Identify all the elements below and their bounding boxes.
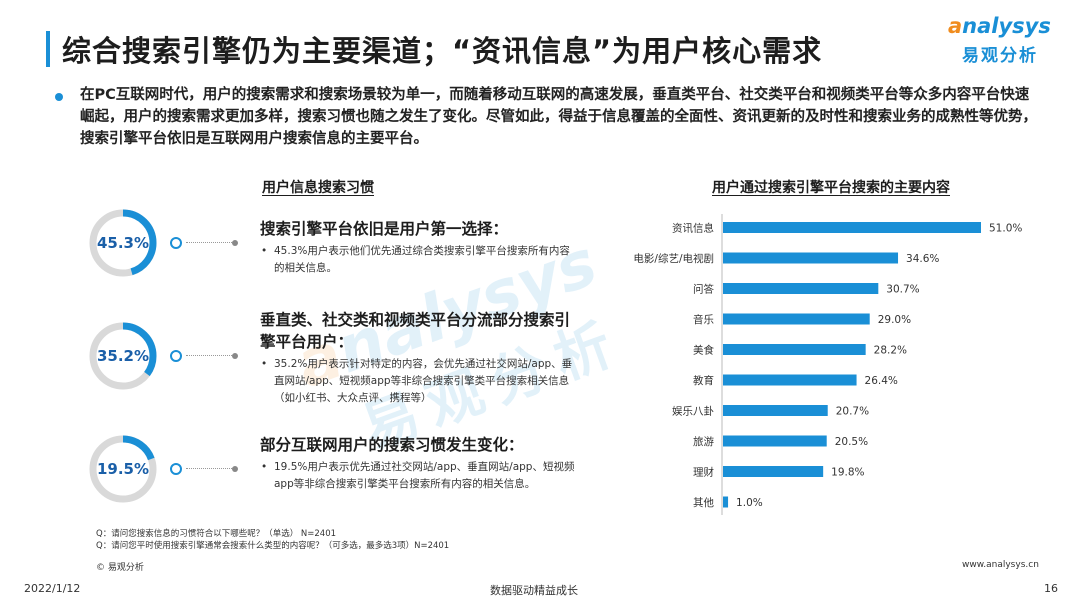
connector-end-dot <box>232 466 238 472</box>
page-number: 16 <box>1044 582 1058 595</box>
website-link[interactable]: www.analysys.cn <box>962 560 1039 570</box>
intro-bullet-icon <box>55 93 63 101</box>
bar <box>723 313 870 325</box>
value-label: 26.4% <box>865 375 898 387</box>
bar <box>723 374 857 386</box>
brand-logo: analysys 易观分析 <box>948 14 1058 70</box>
habit-item-heading: 垂直类、社交类和视频类平台分流部分搜索引擎平台用户： <box>260 311 571 351</box>
value-label: 51.0% <box>989 223 1022 235</box>
bar <box>723 222 981 233</box>
connector <box>170 350 242 362</box>
ring-progress <box>89 322 157 390</box>
bar <box>723 435 827 447</box>
habit-item-heading: 搜索引擎平台依旧是用户第一选择： <box>260 220 509 238</box>
copyright: © 易观分析 <box>96 563 144 573</box>
title-accent-bar <box>46 31 50 67</box>
category-label: 问答 <box>693 283 714 296</box>
content-bar-chart: 资讯信息 51.0% 电影/综艺/电视剧 34.6% 问答 30.7% 音乐 29.0% 美食 2… <box>633 214 1022 515</box>
ring-percent-label: 19.5% <box>96 460 150 478</box>
ring-percent-label: 45.3% <box>96 234 150 252</box>
category-label: 资讯信息 <box>672 222 714 235</box>
connector-circle-icon <box>170 237 182 249</box>
connector-dotted-line <box>186 355 234 356</box>
left-section-title: 用户信息搜索习惯 <box>262 180 374 196</box>
connector-circle-icon <box>170 463 182 475</box>
value-label: 34.6% <box>906 253 939 265</box>
bar <box>723 344 866 355</box>
category-label: 娱乐八卦 <box>672 405 714 418</box>
survey-notes: Q：请问您搜索信息的习惯符合以下哪些呢？（单选） N=2401 Q：请问您平时使… <box>96 528 449 552</box>
bar <box>723 496 729 508</box>
habit-item-detail: 45.3%用户表示他们优先通过综合类搜索引擎平台搜索所有内容的相关信息。 <box>260 243 578 277</box>
value-label: 29.0% <box>878 314 911 326</box>
footer-date: 2022/1/12 <box>24 582 81 595</box>
footer-slogan: 数据驱动精益成长 <box>490 584 578 597</box>
category-label: 音乐 <box>693 313 714 326</box>
category-label: 电影/综艺/电视剧 <box>633 252 714 265</box>
bar <box>723 405 828 416</box>
ring-gauge: 45.3% <box>88 208 158 278</box>
ring-progress <box>89 435 157 503</box>
survey-note: Q：请问您搜索信息的习惯符合以下哪些呢？（单选） N=2401 <box>96 529 337 539</box>
ring-progress <box>89 209 157 277</box>
connector-end-dot <box>232 353 238 359</box>
habit-item: 搜索引擎平台依旧是用户第一选择： 45.3%用户表示他们优先通过综合类搜索引擎平… <box>260 218 578 277</box>
connector-dotted-line <box>186 468 234 469</box>
page-title: 综合搜索引擎仍为主要渠道；“资讯信息”为用户核心需求 <box>62 34 823 68</box>
habit-item-detail: 19.5%用户表示优先通过社交网站/app、垂直网站/app、短视频app等非综… <box>260 459 578 493</box>
chart-title: 用户通过搜索引擎平台搜索的主要内容 <box>712 180 950 196</box>
bar <box>723 252 899 264</box>
category-label: 教育 <box>693 374 714 387</box>
value-label: 20.5% <box>835 436 868 448</box>
ring-percent-label: 35.2% <box>96 347 150 365</box>
habit-item: 垂直类、社交类和视频类平台分流部分搜索引擎平台用户： 35.2%用户表示针对特定… <box>260 309 578 407</box>
connector <box>170 463 242 475</box>
ring-gauge: 19.5% <box>88 434 158 504</box>
category-label: 美食 <box>693 344 714 357</box>
habit-item-detail: 35.2%用户表示针对特定的内容，会优先通过社交网站/app、垂直网站/app、… <box>260 356 578 407</box>
value-label: 28.2% <box>874 345 907 357</box>
bar <box>723 283 879 294</box>
habit-item-heading: 部分互联网用户的搜索习惯发生变化： <box>260 436 524 454</box>
bar <box>723 466 824 477</box>
value-label: 20.7% <box>836 406 869 418</box>
intro-paragraph: 在PC互联网时代，用户的搜索需求和搜索场景较为单一，而随着移动互联网的高速发展，… <box>80 87 1037 147</box>
connector <box>170 237 242 249</box>
ring-gauge: 35.2% <box>88 321 158 391</box>
connector-circle-icon <box>170 350 182 362</box>
logo-chinese: 易观分析 <box>962 46 1038 66</box>
value-label: 1.0% <box>736 497 763 509</box>
category-label: 旅游 <box>693 435 714 448</box>
survey-note: Q：请问您平时使用搜索引擎通常会搜索什么类型的内容呢？（可多选，最多选3项）N=… <box>96 541 450 551</box>
logo-wordmark: analysys <box>948 14 1051 38</box>
category-label: 其他 <box>693 496 714 509</box>
value-label: 19.8% <box>831 467 864 479</box>
habit-item: 部分互联网用户的搜索习惯发生变化： 19.5%用户表示优先通过社交网站/app、… <box>260 434 578 493</box>
category-label: 理财 <box>693 466 714 479</box>
value-label: 30.7% <box>886 284 919 296</box>
connector-dotted-line <box>186 242 234 243</box>
connector-end-dot <box>232 240 238 246</box>
